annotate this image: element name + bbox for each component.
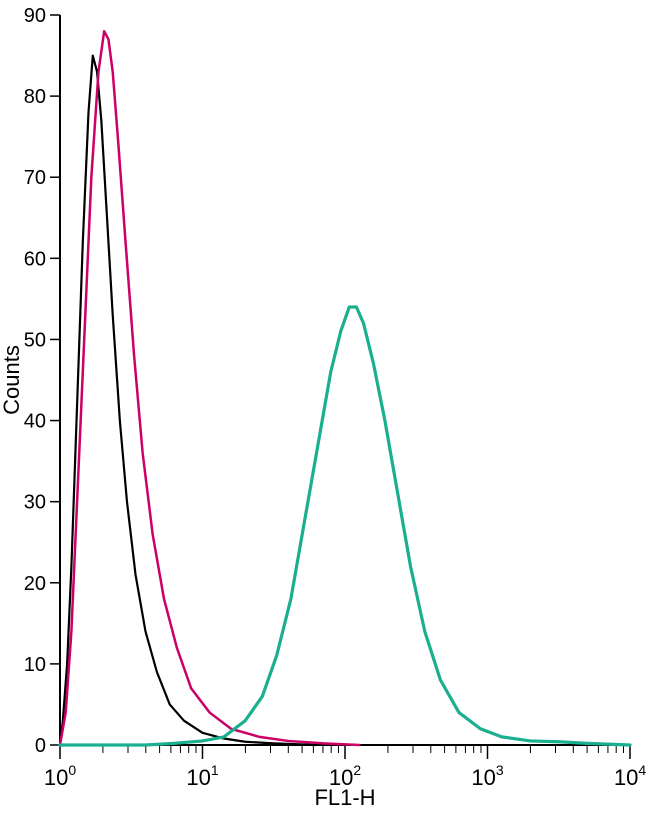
y-axis-label: Counts	[0, 345, 24, 415]
y-tick-label: 20	[24, 573, 46, 595]
chart-svg: 0102030405060708090100101102103104FL1-HC…	[0, 0, 650, 821]
y-tick-label: 60	[24, 248, 46, 270]
y-tick-label: 0	[35, 735, 46, 757]
y-tick-label: 40	[24, 411, 46, 433]
x-axis-label: FL1-H	[314, 785, 375, 810]
y-tick-label: 50	[24, 329, 46, 351]
y-tick-label: 90	[24, 5, 46, 27]
teal-curve	[60, 307, 630, 745]
black-curve	[60, 56, 317, 745]
y-tick-label: 30	[24, 492, 46, 514]
x-tick-label: 101	[186, 762, 218, 790]
x-tick-label: 100	[44, 762, 76, 790]
flow-cytometry-histogram: 0102030405060708090100101102103104FL1-HC…	[0, 0, 650, 821]
y-tick-label: 10	[24, 654, 46, 676]
y-tick-label: 70	[24, 167, 46, 189]
magenta-curve	[60, 31, 359, 745]
y-tick-label: 80	[24, 86, 46, 108]
x-tick-label: 104	[614, 762, 646, 790]
x-tick-label: 103	[471, 762, 503, 790]
